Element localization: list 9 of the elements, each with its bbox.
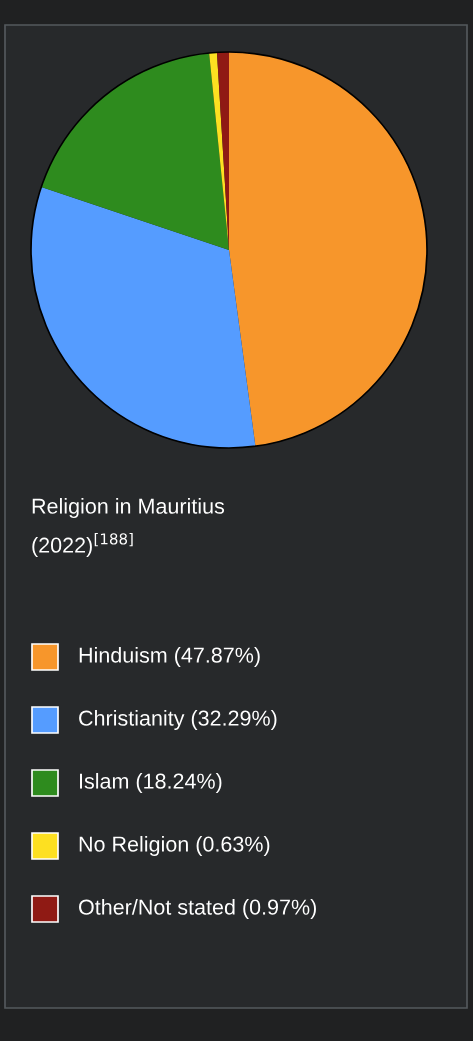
legend-label: Christianity (32.29%) (79, 709, 277, 731)
legend-label: Islam (18.24%) (79, 772, 222, 794)
legend-label: No Religion (0.63%) (79, 835, 270, 857)
pie-slice (41, 53, 229, 250)
text: Religion in Mauritius (2022)$^{[188]}$ (32, 498, 225, 558)
legend-label: Hinduism (47.87%) (79, 646, 260, 668)
pie-slice (31, 186, 256, 448)
legend-label: Other/Not stated (0.97%) (79, 898, 316, 920)
pie-slice (229, 52, 427, 447)
